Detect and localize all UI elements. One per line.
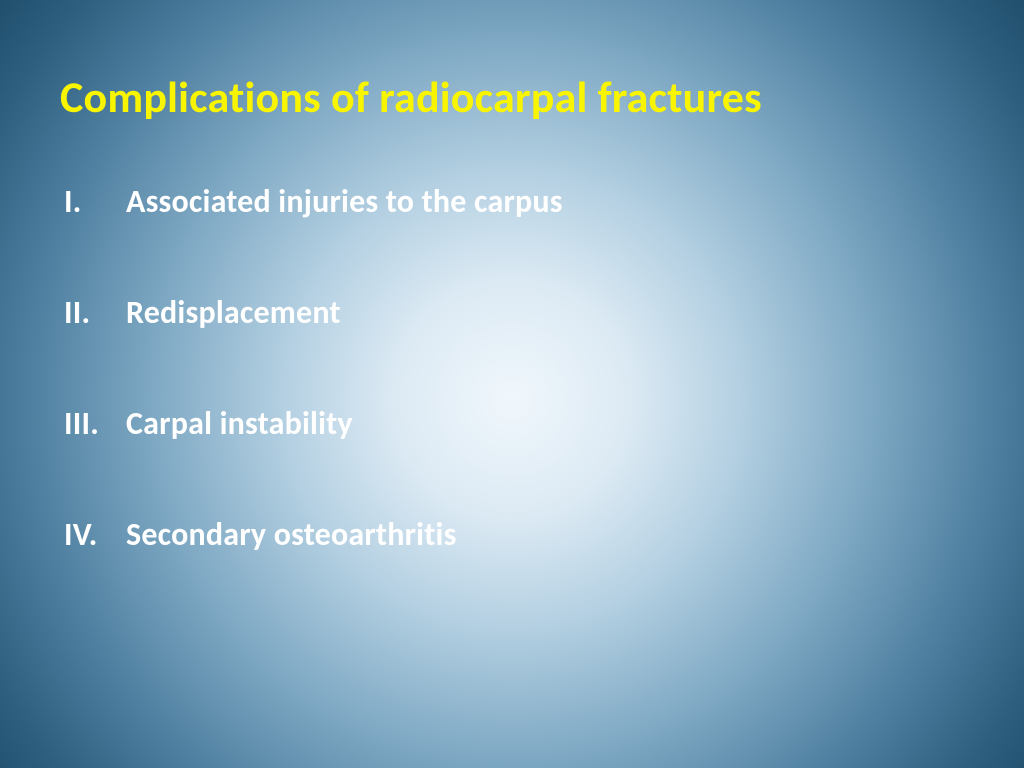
list-item-text: Secondary osteoarthritis — [126, 515, 964, 554]
list-numeral: II. — [64, 293, 126, 332]
list-item: II. Redisplacement — [64, 293, 964, 332]
list-item: III. Carpal instability — [64, 404, 964, 443]
slide: Complications of radiocarpal fractures I… — [0, 0, 1024, 768]
list-item: IV. Secondary osteoarthritis — [64, 515, 964, 554]
list-numeral: I. — [64, 182, 126, 221]
list-item-text: Associated injuries to the carpus — [126, 182, 964, 221]
list-numeral: III. — [64, 404, 126, 443]
list-numeral: IV. — [64, 515, 126, 554]
slide-title: Complications of radiocarpal fractures — [60, 70, 964, 124]
complication-list: I. Associated injuries to the carpus II.… — [60, 182, 964, 554]
list-item-text: Carpal instability — [126, 404, 964, 443]
list-item: I. Associated injuries to the carpus — [64, 182, 964, 221]
list-item-text: Redisplacement — [126, 293, 964, 332]
